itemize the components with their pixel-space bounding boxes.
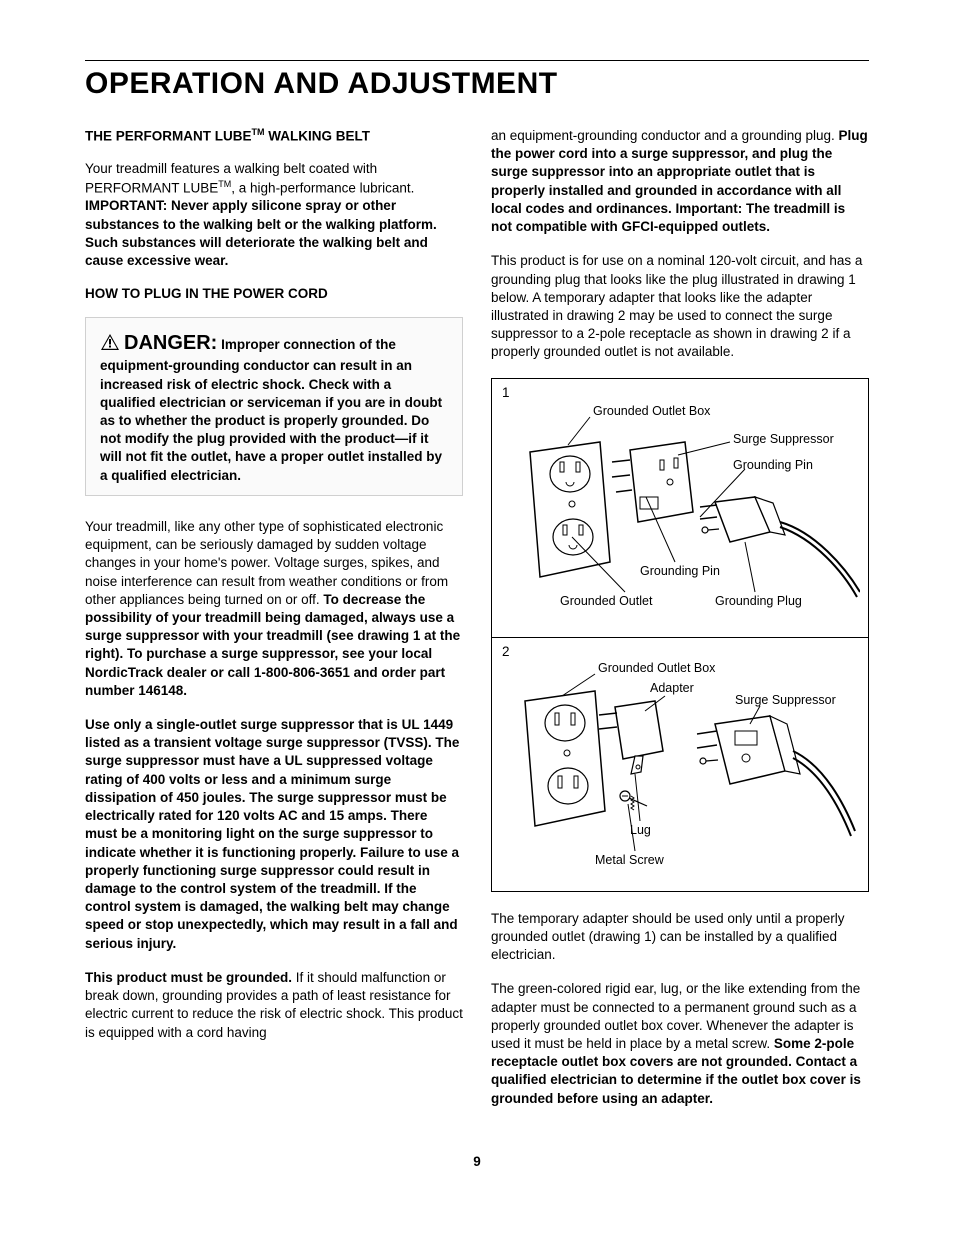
figure-box: 1 <box>491 378 869 892</box>
top-rule <box>85 60 869 61</box>
subhead-lube-text: THE PERFORMANT LUBE <box>85 129 252 144</box>
danger-body: Improper connection of the equipment-gro… <box>100 337 442 482</box>
label-adapter: Adapter <box>650 681 694 695</box>
left-column: THE PERFORMANT LUBETM WALKING BELT Your … <box>85 127 463 1124</box>
para-grounded: This product must be grounded. If it sho… <box>85 969 463 1042</box>
para-lube-important: IMPORTANT: Never apply silicone spray or… <box>85 198 437 268</box>
page: OPERATION AND ADJUSTMENT THE PERFORMANT … <box>0 0 954 1209</box>
para-temp-adapter: The temporary adapter should be used onl… <box>491 910 869 965</box>
para-plug-cont-b: Plug the power cord into a surge suppres… <box>491 128 868 234</box>
figure-number-1: 1 <box>502 385 510 400</box>
page-number: 9 <box>85 1154 869 1169</box>
para-lube: Your treadmill features a walking belt c… <box>85 160 463 271</box>
tm-mark-2: TM <box>218 179 231 189</box>
label-grounded-outlet-box-1: Grounded Outlet Box <box>593 404 711 418</box>
label-surge-suppressor-1: Surge Suppressor <box>733 432 834 446</box>
subhead-lube: THE PERFORMANT LUBETM WALKING BELT <box>85 127 463 144</box>
two-column-layout: THE PERFORMANT LUBETM WALKING BELT Your … <box>85 127 869 1124</box>
figure-1-svg: Grounded Outlet Box Surge Suppressor Gro… <box>500 387 860 627</box>
para-plug-cont: an equipment-grounding conductor and a g… <box>491 127 869 236</box>
subhead-lube-suffix: WALKING BELT <box>265 129 371 144</box>
label-metal-screw: Metal Screw <box>595 853 665 867</box>
para-surge-b: To decrease the possibility of your trea… <box>85 592 460 698</box>
label-lug: Lug <box>630 823 651 837</box>
danger-box: DANGER: Improper connection of the equip… <box>85 317 463 496</box>
label-grounding-plug: Grounding Plug <box>715 594 802 608</box>
para-lube-b: , a high-performance lubricant. <box>231 180 414 195</box>
figure-panel-2: 2 <box>492 638 868 891</box>
page-title: OPERATION AND ADJUSTMENT <box>85 67 869 101</box>
figure-panel-1: 1 <box>492 379 868 637</box>
warning-icon <box>100 333 120 356</box>
para-plug-cont-a: an equipment-grounding conductor and a g… <box>491 128 839 143</box>
tm-mark: TM <box>252 127 265 137</box>
label-grounded-outlet: Grounded Outlet <box>560 594 653 608</box>
danger-content: DANGER: Improper connection of the equip… <box>100 337 442 482</box>
subhead-plug: HOW TO PLUG IN THE POWER CORD <box>85 286 463 301</box>
right-column: an equipment-grounding conductor and a g… <box>491 127 869 1124</box>
label-grounded-outlet-box-2: Grounded Outlet Box <box>598 661 716 675</box>
label-grounding-pin-1b: Grounding Pin <box>640 564 720 578</box>
para-green-ear: The green-colored rigid ear, lug, or the… <box>491 980 869 1108</box>
para-ul-spec: Use only a single-outlet surge suppresso… <box>85 716 463 953</box>
label-grounding-pin-1a: Grounding Pin <box>733 458 813 472</box>
para-surge: Your treadmill, like any other type of s… <box>85 518 463 700</box>
label-surge-suppressor-2: Surge Suppressor <box>735 693 836 707</box>
figure-number-2: 2 <box>502 644 510 659</box>
figure-2-svg: Grounded Outlet Box Adapter Surge Suppre… <box>500 646 860 881</box>
danger-label: DANGER: <box>124 332 217 354</box>
para-120v: This product is for use on a nominal 120… <box>491 252 869 361</box>
para-grounded-a: This product must be grounded. <box>85 970 292 985</box>
